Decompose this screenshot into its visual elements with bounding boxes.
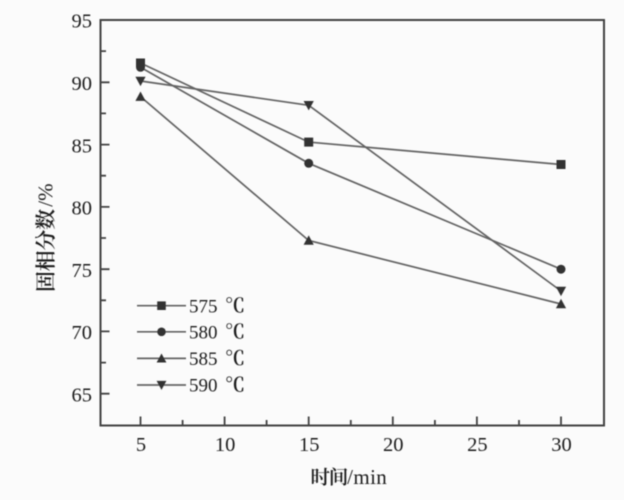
svg-text:80: 80 <box>72 198 93 220</box>
svg-text:75: 75 <box>72 260 93 282</box>
svg-text:/%: /% <box>33 183 57 206</box>
svg-text:85: 85 <box>72 135 93 157</box>
svg-text:20: 20 <box>383 434 404 456</box>
svg-text:25: 25 <box>467 434 488 456</box>
svg-text:70: 70 <box>72 322 93 344</box>
svg-text:/min: /min <box>347 465 387 489</box>
svg-text:30: 30 <box>551 434 572 456</box>
svg-text:5: 5 <box>136 434 146 456</box>
svg-text:65: 65 <box>72 384 93 406</box>
svg-text:580: 580 <box>189 323 218 344</box>
svg-text:575: 575 <box>189 296 218 317</box>
svg-text:585: 585 <box>189 349 218 370</box>
svg-text:590: 590 <box>189 376 218 397</box>
svg-text:95: 95 <box>72 11 93 33</box>
svg-text:90: 90 <box>72 73 93 95</box>
svg-text:10: 10 <box>215 434 236 456</box>
svg-text:15: 15 <box>299 434 320 456</box>
